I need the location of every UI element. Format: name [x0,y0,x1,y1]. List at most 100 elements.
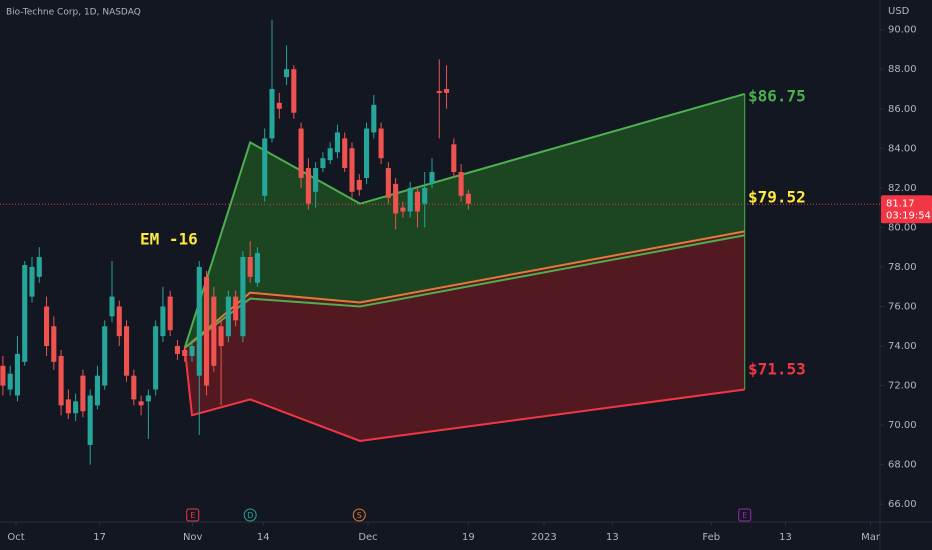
candle-body [131,375,137,400]
projection-line [184,230,745,349]
y-tick-label: 88.00 [888,64,917,75]
candle-body [276,102,282,109]
candle-body [364,128,370,178]
y-tick-label: 76.00 [888,301,917,312]
candle-body [189,346,195,356]
candle-body [138,401,144,406]
y-tick-label: 72.00 [888,381,917,392]
candle-body [94,375,100,406]
currency: USD [888,6,910,17]
candle-body [291,69,297,113]
candle-body [458,172,464,196]
candle-body [298,128,304,178]
price-tag-value: 81.17 [886,198,915,209]
candle-body [349,148,355,192]
candle-body [400,207,406,212]
projection-line [183,347,745,442]
candle-body [233,296,239,321]
x-tick-label: Dec [358,532,377,543]
y-tick-label: 90.00 [888,25,917,36]
candle-body [342,138,348,169]
candle-body [327,148,333,161]
candle-body [44,306,50,347]
y-tick-label: 78.00 [888,262,917,273]
y-tick-label: 68.00 [888,460,917,471]
event-label: E [742,511,747,520]
candle-body [58,355,64,406]
candle-body [240,257,246,337]
event-label: S [357,511,362,520]
annotation: $79.52 [748,188,806,207]
candle-body [393,183,399,214]
candle-body [465,193,471,204]
candle-body [196,266,202,376]
candle-body [422,187,428,204]
candle-body [145,395,151,402]
x-tick-label: 2023 [531,532,556,543]
candle-body [378,128,384,159]
candle-body [320,158,326,169]
x-tick-label: Feb [702,532,720,543]
x-tick-label: Oct [7,532,24,543]
candle-body [334,132,340,153]
event-marker [352,508,366,522]
event-marker [738,508,752,522]
candle-body [65,399,71,414]
y-tick-label: 80.00 [888,222,917,233]
upper-fill [184,93,745,348]
candle-body [204,276,210,386]
candle-body [284,69,290,78]
event-label: D [247,511,253,520]
candle-body [0,365,6,386]
event-marker [186,508,200,522]
candle-body [51,326,57,362]
x-tick-label: Mar [861,532,881,543]
y-tick-label: 66.00 [888,499,917,510]
candle-body [73,401,79,414]
candle-body [167,296,173,331]
annotation: EM -16 [140,230,198,249]
candle-body [262,138,268,196]
x-tick-label: 17 [93,532,106,543]
candle-body [444,88,450,93]
candle-body [36,257,42,277]
candle-body [407,187,413,212]
candle-body [451,144,457,173]
event-marker [243,508,257,522]
candle-body [313,168,319,192]
candle-body [429,172,435,184]
x-tick-label: Nov [183,532,203,543]
candle-body [153,326,159,390]
candle-body [124,326,130,376]
candle-body [109,296,115,317]
x-tick-label: 14 [257,532,270,543]
price-tag-countdown: 03:19:54 [886,210,931,221]
x-tick-label: 13 [779,532,792,543]
candle-body [182,349,188,356]
x-tick-label: 13 [606,532,619,543]
candle-body [87,395,93,445]
candle-body [414,191,420,212]
candle-body [7,373,13,390]
candle-body [211,296,217,366]
chart-title: Bio-Techne Corp, 1D, NASDAQ [6,8,141,18]
annotation: $71.53 [748,360,806,379]
price-tag [881,195,932,224]
lower-fill [184,231,745,441]
y-tick-label: 84.00 [888,143,917,154]
candle-body [174,346,180,354]
candle-body [14,353,20,396]
candle-body [22,264,28,362]
candle-body [116,306,122,337]
candle-body [160,306,166,337]
candle-body [356,179,362,190]
candle-body [371,104,377,133]
candle-body [254,253,260,283]
annotation: $86.75 [748,87,806,106]
candle-body [247,257,253,277]
candle-body [29,266,35,297]
candle-body [225,296,231,337]
candle-body [80,375,86,412]
